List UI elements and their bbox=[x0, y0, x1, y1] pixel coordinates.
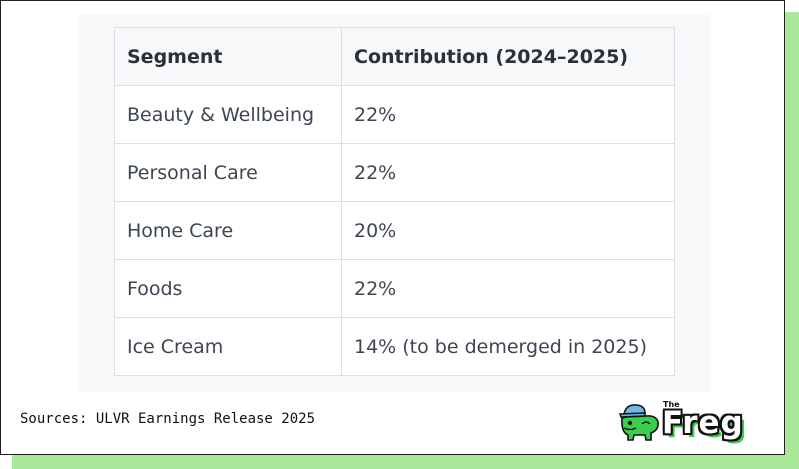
table-row: Ice Cream 14% (to be demerged in 2025) bbox=[114, 317, 675, 376]
header-contribution: Contribution (2024–2025) bbox=[341, 27, 675, 86]
segment-cell: Home Care bbox=[114, 201, 342, 260]
table-row: Home Care 20% bbox=[114, 201, 675, 260]
table-container: Segment Contribution (2024–2025) Beauty … bbox=[79, 15, 711, 392]
segment-cell: Foods bbox=[114, 259, 342, 318]
table-row: Beauty & Wellbeing 22% bbox=[114, 85, 675, 144]
segment-cell: Personal Care bbox=[114, 143, 342, 202]
table-row: Personal Care 22% bbox=[114, 143, 675, 202]
freg-logo: The Freg bbox=[618, 400, 760, 442]
segment-table: Segment Contribution (2024–2025) Beauty … bbox=[114, 27, 675, 376]
logo-wordmark: Freg bbox=[662, 405, 744, 441]
header-segment: Segment bbox=[114, 27, 342, 86]
table-header-row: Segment Contribution (2024–2025) bbox=[114, 27, 675, 86]
table-row: Foods 22% bbox=[114, 259, 675, 318]
segment-cell: Beauty & Wellbeing bbox=[114, 85, 342, 144]
contribution-cell: 22% bbox=[341, 259, 675, 318]
contribution-cell: 20% bbox=[341, 201, 675, 260]
content-card: Segment Contribution (2024–2025) Beauty … bbox=[0, 0, 785, 455]
contribution-cell: 22% bbox=[341, 85, 675, 144]
frog-mascot-icon bbox=[618, 404, 659, 441]
segment-cell: Ice Cream bbox=[114, 317, 342, 376]
contribution-cell: 22% bbox=[341, 143, 675, 202]
logo-the-text: The bbox=[663, 400, 680, 409]
contribution-cell: 14% (to be demerged in 2025) bbox=[341, 317, 675, 376]
sources-note: Sources: ULVR Earnings Release 2025 bbox=[20, 411, 316, 427]
